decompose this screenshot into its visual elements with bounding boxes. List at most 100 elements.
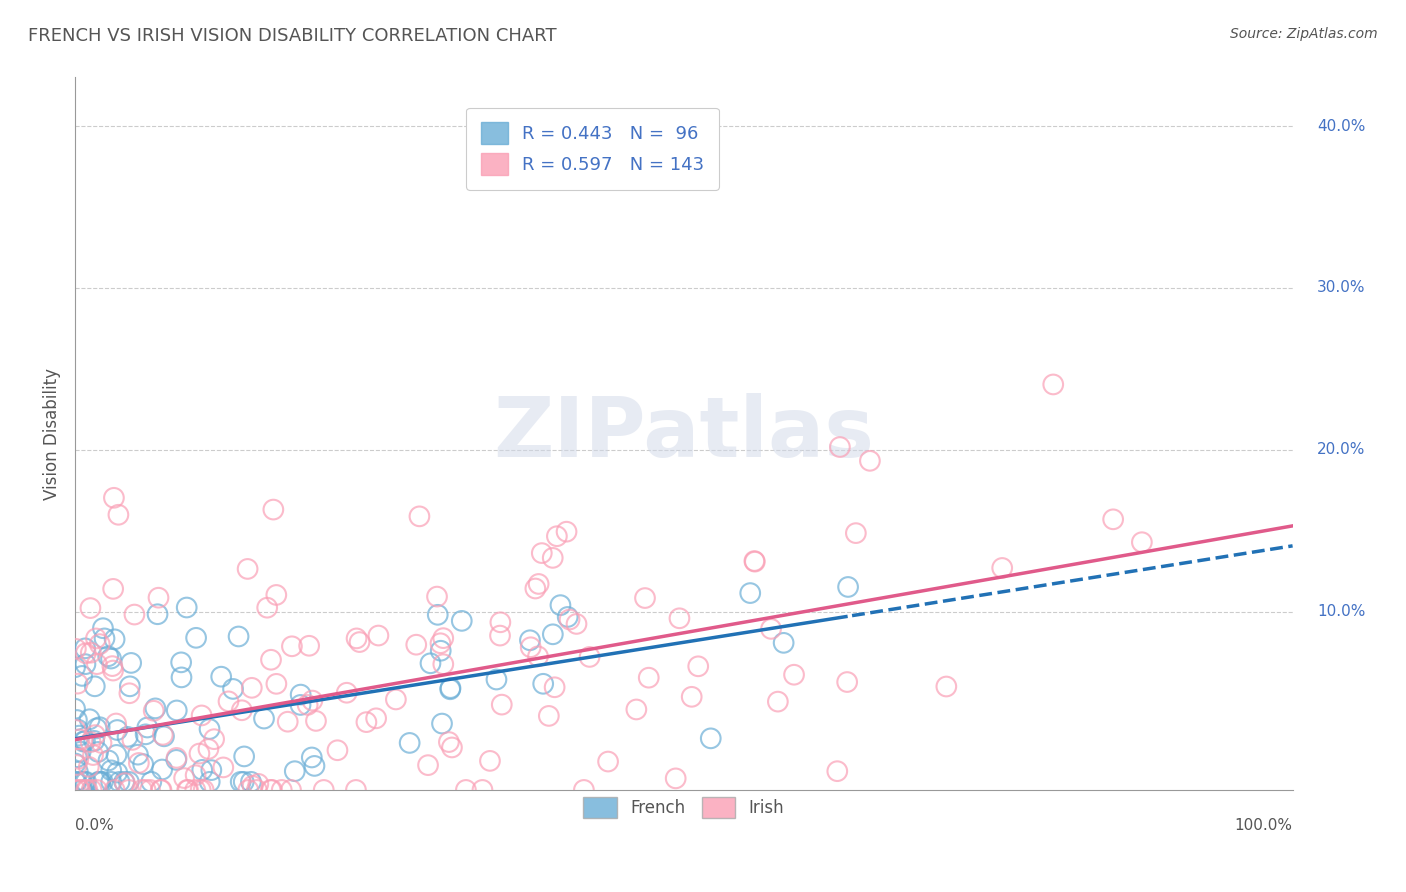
Point [66, 713, 89, 727]
Point [101, 582, 124, 596]
Point [366, 711, 388, 725]
Point [297, 698, 319, 712]
Point [301, 750, 323, 764]
Point [65, 774, 87, 789]
Point [72, 734, 94, 748]
Point [530, 546, 553, 560]
Point [190, 708, 212, 723]
Point [256, 600, 278, 615]
Point [86, 783, 108, 797]
Point [82, 747, 104, 762]
Point [176, 600, 198, 615]
Point [471, 783, 494, 797]
Point [426, 607, 449, 622]
Point [284, 764, 307, 779]
Point [555, 524, 578, 539]
Point [184, 631, 207, 645]
Point [668, 611, 690, 625]
Point [527, 649, 550, 664]
Point [239, 774, 262, 789]
Legend: French, Irish: French, Irish [576, 790, 790, 824]
Point [759, 622, 782, 636]
Point [236, 562, 259, 576]
Point [346, 632, 368, 646]
Text: 10.0%: 10.0% [1317, 604, 1365, 619]
Point [105, 716, 128, 731]
Point [408, 509, 430, 524]
Point [97, 754, 120, 768]
Point [596, 755, 619, 769]
Point [80, 646, 103, 660]
Point [63, 660, 86, 674]
Point [80, 783, 103, 797]
Point [837, 675, 859, 690]
Point [66, 758, 89, 772]
Point [197, 742, 219, 756]
Point [290, 688, 312, 702]
Point [557, 610, 579, 624]
Point [681, 690, 703, 704]
Point [1042, 377, 1064, 392]
Point [426, 590, 449, 604]
Point [79, 601, 101, 615]
Point [212, 760, 235, 774]
Point [489, 629, 512, 643]
Point [124, 607, 146, 622]
Point [173, 771, 195, 785]
Point [240, 681, 263, 695]
Point [262, 502, 284, 516]
Point [67, 729, 90, 743]
Point [145, 701, 167, 715]
Point [266, 588, 288, 602]
Point [430, 716, 453, 731]
Point [828, 440, 851, 454]
Point [253, 712, 276, 726]
Point [202, 732, 225, 747]
Point [63, 783, 86, 797]
Point [565, 616, 588, 631]
Point [543, 680, 565, 694]
Point [69, 745, 91, 759]
Point [105, 723, 128, 737]
Point [398, 736, 420, 750]
Point [100, 764, 122, 778]
Point [66, 764, 89, 779]
Point [107, 508, 129, 522]
Point [166, 703, 188, 717]
Point [142, 704, 165, 718]
Point [90, 736, 112, 750]
Point [84, 728, 107, 742]
Point [772, 636, 794, 650]
Point [266, 677, 288, 691]
Point [260, 783, 283, 797]
Point [128, 756, 150, 770]
Point [281, 640, 304, 654]
Point [77, 760, 100, 774]
Point [63, 774, 86, 789]
Point [70, 669, 93, 683]
Point [290, 698, 312, 712]
Point [416, 758, 439, 772]
Point [83, 679, 105, 693]
Point [66, 676, 89, 690]
Point [69, 783, 91, 797]
Point [165, 753, 187, 767]
Text: ZIPatlas: ZIPatlas [494, 393, 875, 475]
Point [419, 657, 441, 671]
Point [104, 632, 127, 647]
Point [66, 723, 89, 737]
Point [637, 671, 659, 685]
Point [440, 740, 463, 755]
Point [121, 732, 143, 747]
Text: 30.0%: 30.0% [1317, 280, 1365, 295]
Point [304, 759, 326, 773]
Point [184, 783, 207, 797]
Point [93, 632, 115, 646]
Point [277, 714, 299, 729]
Point [519, 633, 541, 648]
Point [260, 783, 283, 797]
Point [101, 659, 124, 673]
Point [454, 783, 477, 797]
Point [326, 743, 349, 757]
Point [76, 783, 98, 797]
